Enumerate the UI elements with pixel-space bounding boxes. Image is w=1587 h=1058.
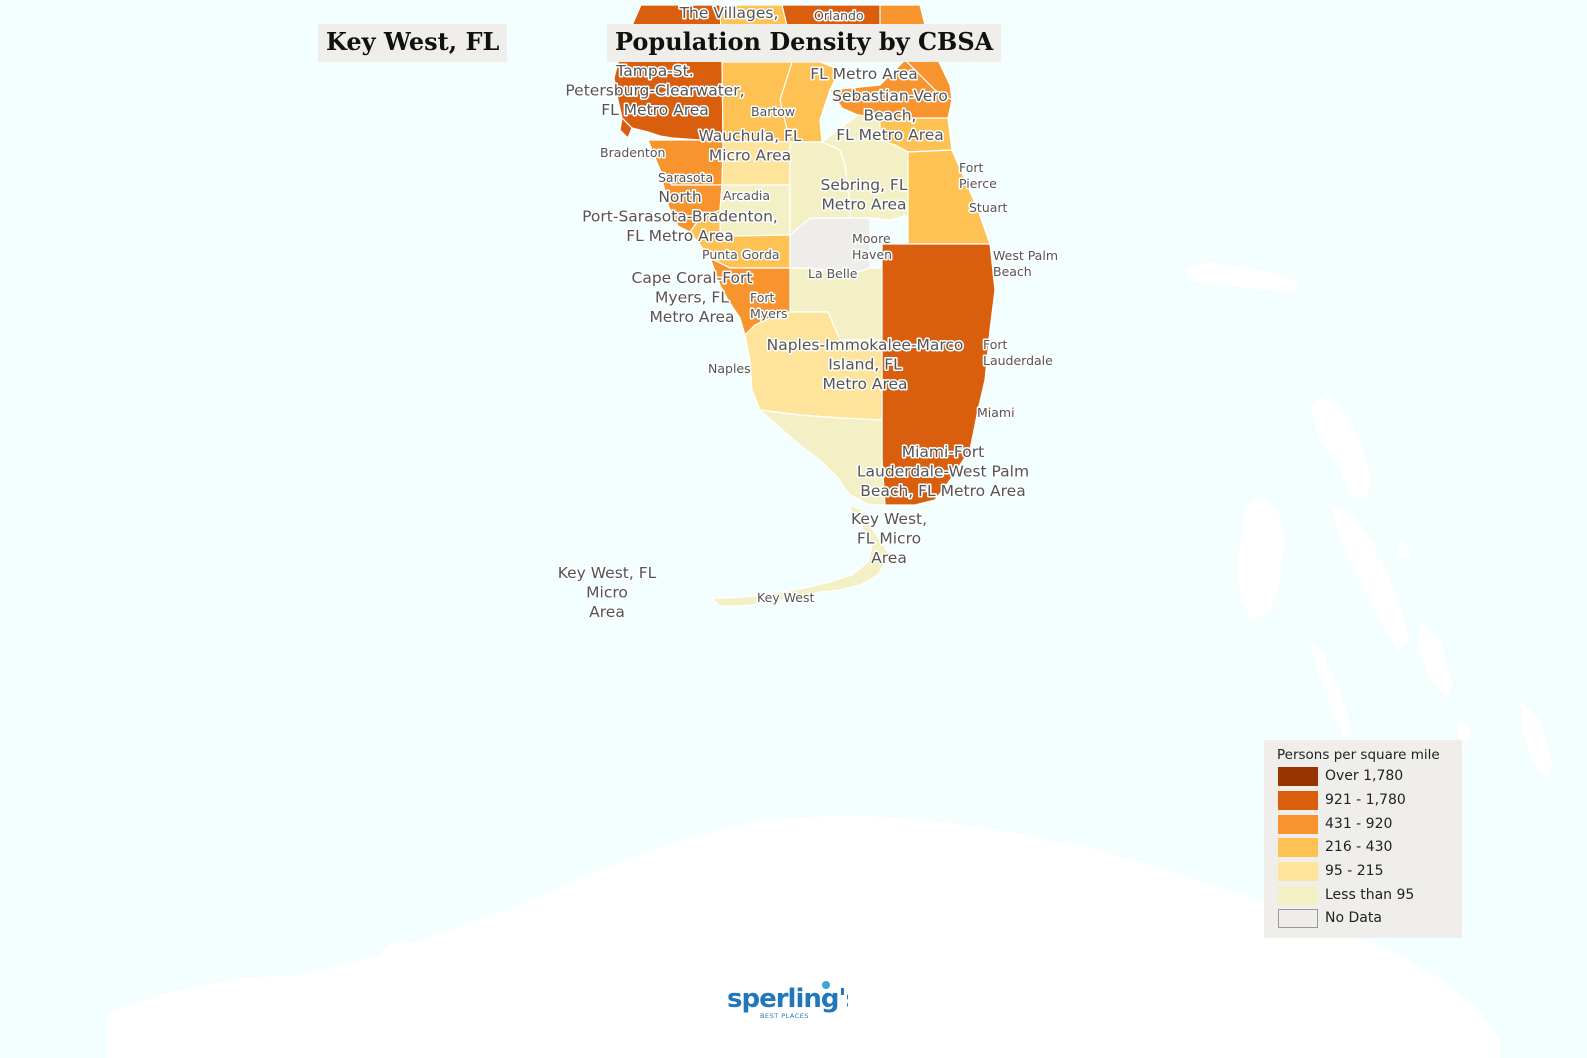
cbsa-label-sebring: Sebring, FL Metro Area <box>821 176 908 214</box>
legend-item: Over 1,780 <box>1278 767 1458 787</box>
city-label-sarasota: Sarasota <box>658 170 713 185</box>
city-label-bartow: Bartow <box>751 104 795 119</box>
bahamas-grand <box>1185 262 1300 292</box>
legend-label: 216 - 430 <box>1325 839 1393 855</box>
map-pin-icon <box>822 981 830 989</box>
legend-label: 921 - 1,780 <box>1325 792 1406 808</box>
logo-tagline: BEST PLACES <box>760 1012 809 1020</box>
legend-label: No Data <box>1325 910 1382 926</box>
legend: Persons per square mile Over 1,780 921 -… <box>1264 740 1462 938</box>
city-label-fort-myers: Fort Myers <box>750 290 788 321</box>
legend-swatch <box>1278 909 1318 928</box>
city-label-key-west-city: Key West <box>757 590 814 605</box>
cuba-landmass <box>108 815 1500 1058</box>
city-label-west-palm-beach: West Palm Beach <box>993 248 1058 279</box>
legend-swatch <box>1278 815 1318 834</box>
cbsa-label-key-west-keys: Key West, FL Micro Area <box>558 564 657 621</box>
city-label-fort-pierce: Fort Pierce <box>959 160 997 191</box>
county-pinellas-coast <box>619 116 633 140</box>
cbsa-label-cape-coral: Cape Coral-Fort Myers, FL Metro Area <box>632 269 753 326</box>
legend-label: Less than 95 <box>1325 887 1415 903</box>
legend-item: 431 - 920 <box>1278 815 1458 835</box>
city-label-miami-city: Miami <box>977 405 1015 420</box>
county-collier <box>744 311 883 421</box>
legend-label: Over 1,780 <box>1325 768 1404 784</box>
cbsa-labels: The Villages, Tampa-St. Petersburg-Clearwa… <box>556 3 1030 623</box>
legend-item: Less than 95 <box>1278 886 1458 906</box>
cbsa-label-the-villages: The Villages, <box>679 4 779 22</box>
bahamas-small-1 <box>1398 540 1412 560</box>
legend-swatch <box>1278 791 1318 810</box>
cbsa-label-miami: Miami-Fort Lauderdale-West Palm Beach, FL … <box>857 443 1029 500</box>
bahamas-abaco <box>1310 395 1372 500</box>
cbsa-label-tampa: Tampa-St. Petersburg-Clearwater, FL Metro … <box>565 62 744 119</box>
city-labels: Orlando Bartow Bradenton Sarasota Arcadia For… <box>599 7 1060 607</box>
city-label-orlando: Orlando <box>814 8 864 23</box>
bahamas-small-2 <box>1456 720 1472 744</box>
cbsa-label-sebastian: Sebastian-Vero Beach, FL Metro Area <box>832 87 948 144</box>
county-monroe-mainland <box>758 409 886 506</box>
location-title: Key West, FL <box>318 24 508 62</box>
legend-label: 95 - 215 <box>1325 863 1384 879</box>
cbsa-label-key-west-mainland: Key West, FL Micro Area <box>851 510 927 567</box>
bahamas-cat <box>1418 620 1452 700</box>
legend-title: Persons per square mile <box>1277 747 1440 763</box>
county-okeechobee <box>820 114 909 221</box>
florida-keys-monroe <box>710 504 891 607</box>
legend-label: 431 - 920 <box>1325 816 1393 832</box>
cuba-island-west <box>372 940 420 972</box>
legend-swatch <box>1278 838 1318 857</box>
cbsa-label-north-port: North Port-Sarasota-Bradenton, FL Metro Ar… <box>582 188 778 245</box>
city-label-arcadia: Arcadia <box>723 188 770 203</box>
city-label-stuart: Stuart <box>969 200 1008 215</box>
legend-item: 95 - 215 <box>1278 862 1458 882</box>
cbsa-label-wauchula: Wauchula, FL Micro Area <box>698 127 801 165</box>
bahamas-andros <box>1238 495 1285 620</box>
cbsa-label-palm-bay: FL Metro Area <box>810 65 918 83</box>
city-label-bradenton: Bradenton <box>600 145 665 160</box>
legend-item: No Data <box>1278 909 1458 929</box>
city-label-moore-haven: Moore Haven <box>852 231 892 262</box>
legend-item: 921 - 1,780 <box>1278 791 1458 811</box>
city-label-naples-city: Naples <box>708 361 751 376</box>
legend-item: 216 - 430 <box>1278 838 1458 858</box>
foreign-land <box>108 262 1552 1058</box>
legend-swatch <box>1278 886 1318 905</box>
legend-swatch <box>1278 862 1318 881</box>
city-label-fort-lauderdale: Fort Lauderdale <box>983 337 1053 368</box>
legend-swatch <box>1278 767 1318 786</box>
city-label-punta-gorda: Punta Gorda <box>702 247 780 262</box>
cbsa-label-naples: Naples-Immokalee-Marco Island, FL Metro Ar… <box>767 336 964 393</box>
bahamas-exuma <box>1310 640 1352 740</box>
logo-wordmark: sperling's <box>727 984 848 1014</box>
map-title: Population Density by CBSA <box>607 24 1002 62</box>
bahamas-eleuthera <box>1330 505 1410 652</box>
bahamas-long <box>1520 700 1552 780</box>
city-label-la-belle: La Belle <box>808 266 858 281</box>
sperlings-logo[interactable]: sperling's BEST PLACES <box>720 972 861 1024</box>
